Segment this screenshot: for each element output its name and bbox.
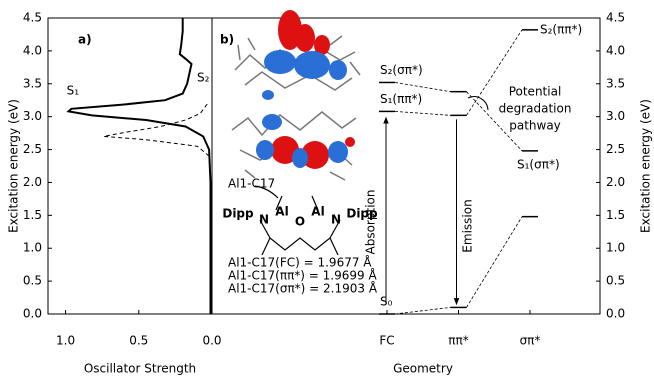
orbital-picture-lower bbox=[232, 112, 356, 180]
spectrum-line bbox=[69, 18, 211, 314]
y2-tick-label: 0.0 bbox=[606, 307, 625, 321]
y-tick-label: 0.0 bbox=[23, 307, 42, 321]
y2-axis-label: Excitation energy (eV) bbox=[639, 99, 653, 233]
bond-label: Al1-C17 bbox=[228, 177, 275, 191]
y2-tick-label: 1.0 bbox=[606, 241, 625, 255]
panel-label: a) bbox=[78, 33, 92, 47]
level-connector bbox=[395, 111, 451, 115]
atom-label: Al bbox=[275, 205, 288, 219]
atom-label: Dipp bbox=[346, 207, 378, 221]
figure: 0.0 0.5 1.0 1.5 2.0 2.5 3.0 3.5 4.0 4.5 1.0 0.5 0.0 O… bbox=[0, 0, 654, 380]
y2-tick-label: 4.0 bbox=[606, 43, 625, 57]
y-tick-label: 4.5 bbox=[23, 11, 42, 25]
state-label: S₁(σπ*) bbox=[517, 157, 560, 171]
y-tick-label: 2.5 bbox=[23, 142, 42, 156]
atom-label: N bbox=[259, 213, 269, 227]
y2-tick-label: 2.0 bbox=[606, 175, 625, 189]
y-tick-label: 0.5 bbox=[23, 274, 42, 288]
level-connector bbox=[395, 307, 451, 314]
orbital-picture-upper bbox=[235, 10, 360, 100]
y2-tick-label: 4.5 bbox=[606, 11, 625, 25]
y2-tick-label: 1.5 bbox=[606, 208, 625, 222]
annotation: S₂ bbox=[197, 70, 210, 84]
state-label: S₂(σπ*) bbox=[380, 63, 423, 77]
x-tick-label: 1.0 bbox=[56, 334, 75, 348]
x-tick-label: σπ* bbox=[520, 334, 541, 348]
bond-distance: Al1-C17(FC) = 1.9677 Å bbox=[228, 255, 372, 270]
state-label: S₂(ππ*) bbox=[540, 22, 582, 36]
y-tick-label: 3.5 bbox=[23, 76, 42, 90]
y2-tick-label: 3.5 bbox=[606, 76, 625, 90]
bond-distance: Al1-C17(ππ*) = 1.9699 Å bbox=[228, 268, 377, 283]
y-tick-label: 1.5 bbox=[23, 208, 42, 222]
y2-tick-label: 2.5 bbox=[606, 142, 625, 156]
pathway-label: pathway bbox=[509, 119, 561, 133]
x-tick-label: 0.0 bbox=[202, 334, 221, 348]
pathway-label: Potential bbox=[509, 85, 562, 99]
absorption-label: Absorption bbox=[364, 190, 378, 255]
y-tick-label: 1.0 bbox=[23, 241, 42, 255]
atom-label: N bbox=[331, 213, 341, 227]
y-tick-label: 4.0 bbox=[23, 43, 42, 57]
annotation: S₁ bbox=[67, 83, 80, 97]
y-axis-label: Excitation energy (eV) bbox=[7, 99, 21, 233]
y-tick-label: 3.0 bbox=[23, 109, 42, 123]
atom-label: Al bbox=[311, 205, 324, 219]
y2-tick-label: 0.5 bbox=[606, 274, 625, 288]
y-tick-label: 2.0 bbox=[23, 175, 42, 189]
x-tick-label: 0.5 bbox=[129, 334, 148, 348]
pathway-label: degradation bbox=[499, 102, 572, 116]
y2-tick-label: 3.0 bbox=[606, 109, 625, 123]
emission-label: Emission bbox=[461, 199, 475, 252]
level-connector bbox=[467, 217, 523, 308]
x-axis-label: Oscillator Strength bbox=[84, 362, 196, 376]
bond-distance: Al1-C17(σπ*) = 2.1903 Å bbox=[228, 281, 378, 296]
atom-label: O bbox=[295, 215, 305, 229]
x-tick-label: FC bbox=[379, 334, 394, 348]
atom-label: Dipp bbox=[222, 207, 254, 221]
x-axis-label: Geometry bbox=[393, 362, 453, 376]
state-label: S₁(ππ*) bbox=[380, 92, 422, 106]
pathway-arc bbox=[468, 97, 488, 110]
x-tick-label: ππ* bbox=[448, 334, 468, 348]
panel-label: b) bbox=[220, 33, 234, 47]
level-connector bbox=[395, 82, 451, 91]
